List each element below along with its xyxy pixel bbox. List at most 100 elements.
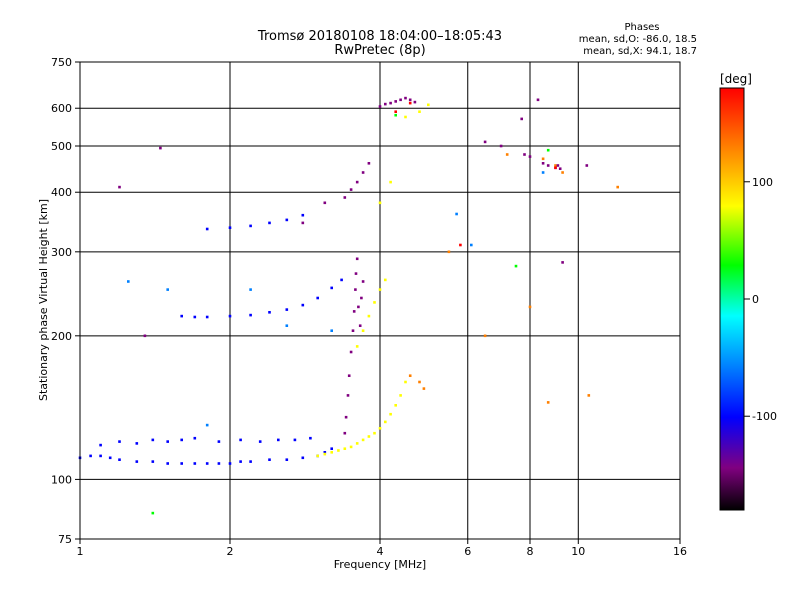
x-tick-label: 6 (464, 545, 471, 558)
data-point (301, 221, 305, 225)
x-axis-ticks: 1 2 4 6 8 10 16 (77, 539, 687, 558)
data-point (228, 226, 232, 229)
data-point (514, 264, 518, 268)
data-point (355, 180, 359, 184)
data-point (193, 462, 197, 465)
data-point (541, 157, 545, 161)
data-points (78, 96, 619, 515)
data-point (340, 278, 343, 282)
data-point (361, 171, 365, 174)
data-point (166, 288, 169, 291)
data-point (404, 96, 407, 100)
data-point (520, 117, 523, 121)
data-point (193, 315, 197, 319)
data-point (447, 250, 451, 254)
data-point (384, 278, 387, 282)
data-point (394, 100, 397, 103)
data-point (258, 440, 262, 443)
data-point (389, 180, 392, 184)
data-point (528, 155, 532, 158)
data-point (585, 164, 589, 167)
data-point (483, 334, 487, 338)
data-point (523, 153, 526, 156)
data-point (554, 164, 557, 167)
data-point (323, 452, 327, 456)
chart-title: Tromsø 20180108 18:04:00–18:05:43 (257, 29, 502, 44)
data-point (159, 146, 162, 150)
data-point (343, 447, 347, 450)
data-point (239, 438, 242, 442)
data-point (541, 171, 545, 174)
data-point (367, 314, 371, 318)
data-point (135, 442, 139, 445)
data-point (536, 98, 540, 102)
data-point (408, 98, 412, 102)
data-point (358, 324, 362, 327)
data-point (118, 440, 121, 443)
data-point (316, 454, 319, 458)
data-point (118, 185, 121, 189)
data-point (205, 227, 209, 231)
data-point (193, 436, 197, 440)
data-point (249, 460, 252, 463)
data-point (301, 456, 305, 460)
y-tick-label: 400 (51, 186, 72, 199)
data-point (352, 310, 356, 313)
data-point (127, 280, 130, 283)
data-point (561, 261, 564, 264)
data-point (408, 374, 412, 377)
data-point (268, 311, 271, 314)
data-point (166, 462, 169, 465)
data-point (384, 420, 387, 424)
data-point (346, 394, 350, 397)
data-point (378, 288, 382, 291)
data-point (361, 438, 365, 442)
x-tick-label: 10 (571, 545, 585, 558)
data-point (418, 380, 421, 384)
y-tick-label: 75 (58, 533, 72, 546)
data-point (277, 438, 280, 442)
x-tick-label: 4 (377, 545, 384, 558)
data-point (344, 415, 348, 419)
data-point (394, 110, 397, 113)
data-point (293, 438, 297, 442)
data-point (205, 315, 209, 319)
data-point (499, 144, 503, 148)
data-point (309, 436, 312, 440)
data-point (373, 431, 376, 435)
data-point (151, 438, 155, 442)
phase-stats-x: mean, sd,X: 94.1, 18.7 (583, 46, 697, 57)
data-point (554, 166, 557, 170)
data-point (470, 243, 473, 247)
data-point (217, 462, 221, 465)
data-point (378, 105, 382, 108)
data-point (268, 221, 271, 225)
data-point (360, 296, 363, 300)
data-point (556, 164, 560, 167)
data-point (337, 449, 340, 452)
data-point (354, 272, 358, 275)
data-point (427, 103, 430, 107)
chart-subtitle: RwPretec (8p) (334, 43, 425, 58)
data-point (355, 257, 359, 261)
colorbar (719, 87, 745, 511)
data-point (384, 102, 387, 106)
colorbar-tick-label: 0 (752, 293, 759, 306)
data-point (413, 100, 417, 104)
data-point (455, 212, 458, 216)
data-point (268, 458, 271, 461)
data-point (99, 443, 102, 447)
data-point (239, 460, 242, 463)
data-point (228, 314, 232, 318)
data-point (118, 458, 121, 461)
data-point (394, 113, 397, 117)
data-point (373, 301, 376, 304)
data-point (347, 374, 351, 377)
data-point (99, 454, 102, 458)
data-point (404, 380, 407, 384)
x-tick-label: 1 (77, 545, 84, 558)
data-point (394, 404, 397, 407)
colorbar-label: [deg] (720, 72, 752, 86)
data-point (561, 171, 564, 174)
data-point (108, 456, 112, 460)
